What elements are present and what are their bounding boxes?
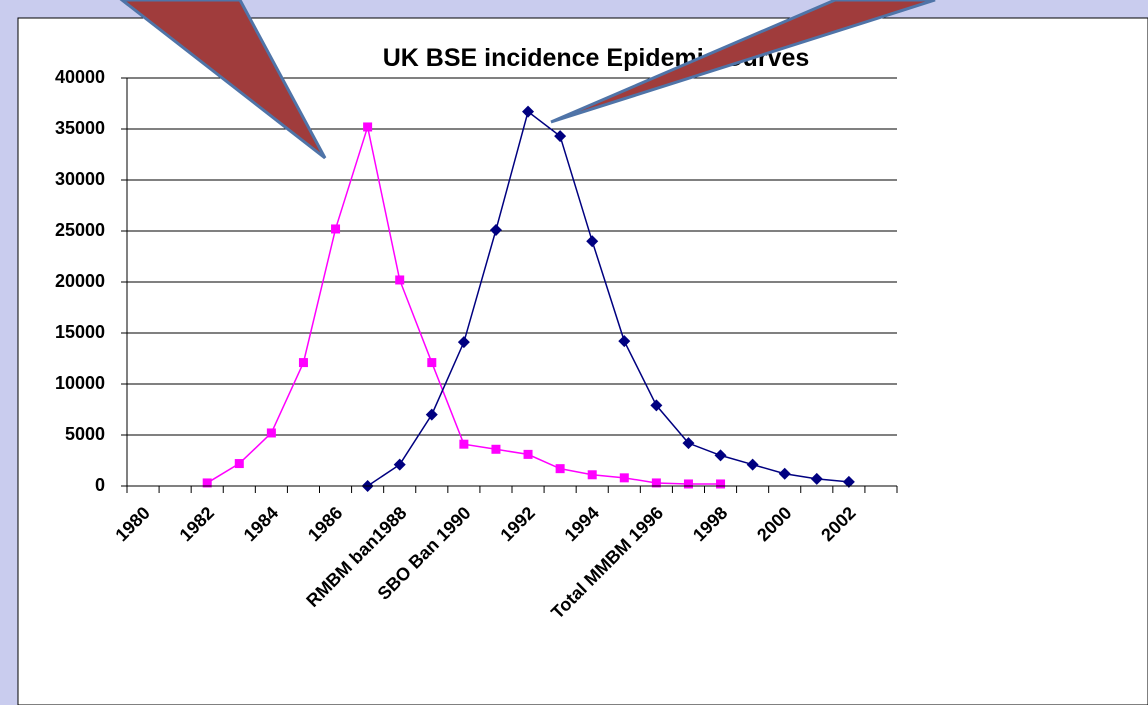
data-point xyxy=(778,467,791,480)
data-point xyxy=(586,235,599,248)
data-point xyxy=(523,449,533,459)
data-point xyxy=(587,470,597,480)
callout-arrow xyxy=(119,0,327,160)
data-point xyxy=(555,464,565,474)
data-point xyxy=(491,444,501,454)
data-point xyxy=(202,478,212,488)
data-point xyxy=(395,275,405,285)
data-point xyxy=(618,335,631,348)
data-point xyxy=(266,428,276,438)
data-point xyxy=(457,336,470,349)
y-tick-label: 40000 xyxy=(55,67,105,87)
data-point xyxy=(714,449,727,462)
y-tick-label: 30000 xyxy=(55,169,105,189)
data-point xyxy=(810,472,823,485)
callout-arrow xyxy=(550,0,936,124)
data-point xyxy=(683,479,693,489)
data-point xyxy=(298,358,308,368)
data-point xyxy=(234,459,244,469)
data-point xyxy=(522,105,535,118)
data-point xyxy=(363,122,373,132)
y-tick-label: 25000 xyxy=(55,220,105,240)
data-point xyxy=(489,223,502,236)
data-point xyxy=(650,399,663,412)
data-point xyxy=(393,458,406,471)
y-tick-label: 35000 xyxy=(55,118,105,138)
data-point xyxy=(716,479,726,489)
data-point xyxy=(425,408,438,421)
y-tick-label: 20000 xyxy=(55,271,105,291)
data-point xyxy=(682,437,695,450)
data-point xyxy=(746,458,759,471)
data-point xyxy=(619,473,629,483)
series-line xyxy=(367,110,849,487)
y-tick-label: 10000 xyxy=(55,373,105,393)
data-point xyxy=(554,130,567,143)
y-tick-label: 5000 xyxy=(65,424,105,444)
data-point xyxy=(427,358,437,368)
y-tick-label: 15000 xyxy=(55,322,105,342)
data-point xyxy=(651,478,661,488)
y-tick-label: 0 xyxy=(95,475,105,495)
data-point xyxy=(842,475,855,488)
chart-panel xyxy=(17,17,1148,705)
data-point xyxy=(459,439,469,449)
data-point xyxy=(331,224,341,234)
